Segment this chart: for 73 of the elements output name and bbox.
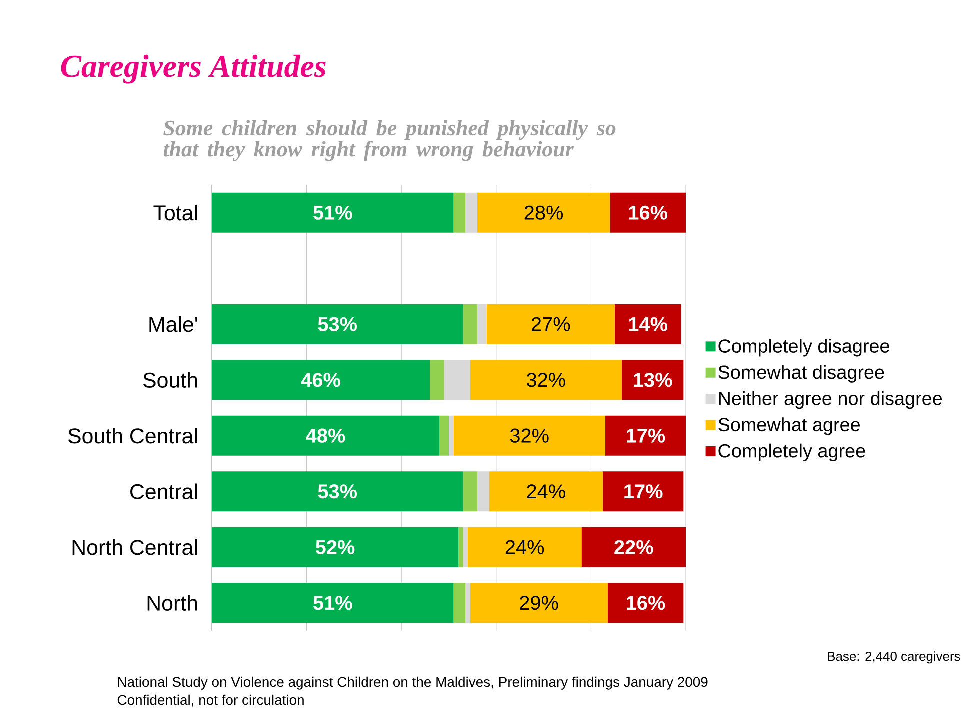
bar [440,416,450,456]
data-label: 17% [624,484,663,499]
bar [463,472,478,512]
data-label: 16% [629,206,668,220]
data-label: 53% [318,317,358,332]
data-label: 24% [506,540,544,554]
bar [603,472,684,512]
data-label: 52% [316,540,355,554]
bar [605,416,686,456]
data-label: 46% [301,373,340,388]
bar [212,583,454,624]
y-tick-label: North [148,595,198,611]
data-label: 17% [627,428,666,443]
bar [449,416,454,456]
data-label: 29% [520,596,558,610]
bar [458,527,464,568]
bar [477,304,487,344]
bar [477,472,490,512]
bar [608,583,684,624]
bar [466,192,478,233]
y-tick-label: South [143,372,198,388]
bar [470,583,608,624]
bar [468,527,582,568]
legend-label: Completely agree [718,444,866,462]
bar [466,583,470,624]
data-label: 32% [510,428,549,443]
bar [212,192,454,233]
legend-label: Completely disagree [718,339,890,357]
y-tick-label: North Central [72,540,198,556]
y-tick-label: Male' [150,316,198,332]
text: Base: 2,440 caregivers [828,652,960,664]
data-label: 48% [306,428,346,443]
bar [212,527,458,568]
legend-label: Somewhat disagree [718,365,884,383]
data-label: 51% [314,206,352,220]
bar [454,583,466,624]
chart-title: Caregivers Attitudes [61,54,326,84]
data-label: 27% [532,317,570,332]
y-tick-label: Central [130,484,198,500]
bar [477,192,610,233]
bar [622,360,684,400]
bar [444,360,470,400]
data-label: 13% [634,373,672,388]
bar [610,192,686,233]
y-tick-label: Total [154,205,198,221]
y-tick-label: South Central [68,428,198,444]
data-label: 32% [527,373,566,388]
bar [454,416,606,456]
data-label: 51% [314,596,352,610]
data-label: 22% [614,540,654,554]
bar [212,304,464,344]
legend-label: Somewhat agree [718,418,860,436]
bar [582,527,686,568]
bar [454,192,466,233]
bar [470,360,622,400]
bar [486,304,615,344]
chart-subtitle: Some children should be punished physically so that they know right from wrong behaviour [164,120,616,162]
bar [430,360,444,400]
data-label: 14% [629,317,668,332]
bar [463,527,468,568]
text: National Study on Violence against Children on the Maldives, Preliminary findings January 2009 [118,676,708,690]
data-label: 28% [524,206,564,220]
bar [212,360,430,400]
bar [614,304,682,344]
bar [212,472,464,512]
data-label: 53% [318,484,358,499]
text: Confidential, not for circulation [118,694,304,707]
bar [212,416,440,456]
bar [489,472,604,512]
data-label: 24% [527,484,566,499]
bar [463,304,478,344]
data-label: 16% [627,596,666,610]
legend-label: Neither agree nor disagree [719,391,942,410]
